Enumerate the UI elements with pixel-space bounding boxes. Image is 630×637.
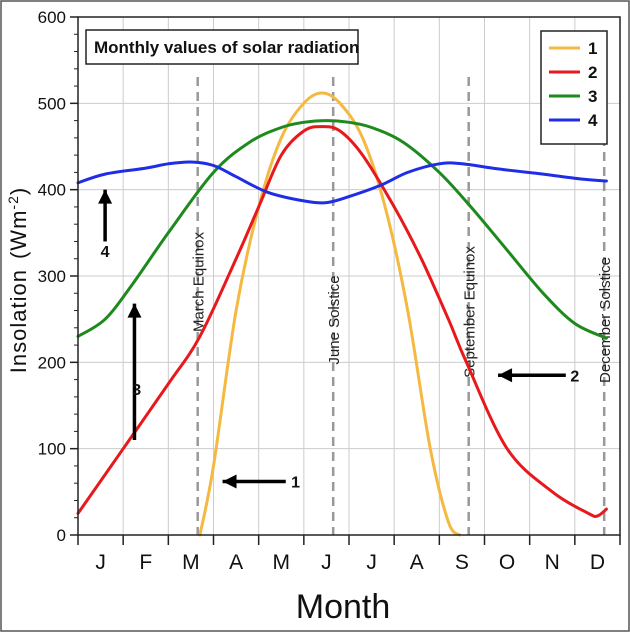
series-line-3 [76,119,608,340]
reference-line-label: June Solstice [326,275,343,364]
legend-label-3: 3 [588,87,597,106]
y-axis-label-unit: (Wm [6,210,31,259]
reference-line-label: September Equinox [462,246,479,378]
reference-lines: March Equinox June Solstice September Equi… [191,77,614,535]
legend-label-2: 2 [588,63,597,82]
y-axis-label: Insolation (Wm-2) [5,187,31,373]
x-month-label: J [321,551,332,574]
x-month-label: D [590,551,605,574]
legend-label-1: 1 [588,39,597,58]
annotations: 1 2 3 4 [98,189,579,491]
x-month-label: S [455,551,469,574]
reference-line-label: December Solstice [597,257,614,383]
annotation-arrow-head [222,474,237,489]
legend: 1 2 3 4 [540,30,608,145]
x-axis-label: Month [296,588,391,626]
series-line-2 [76,125,608,519]
x-month-label: J [366,551,377,574]
y-tick-label: 600 [38,8,66,27]
y-axis-label-unit-exponent: -2 [5,195,21,209]
x-month-label: F [139,551,152,574]
annotation-arrow-head [98,189,113,204]
x-month-label: A [229,551,243,574]
annotation-arrow-head [498,368,513,383]
y-axis-label-name: Insolation [6,269,31,373]
chart-title-box [85,29,359,65]
y-tick-label: 100 [38,440,66,459]
y-tick-label: 500 [38,94,66,113]
series-lines [76,91,608,537]
series-line-4 [76,160,608,205]
x-month-label: M [273,551,291,574]
annotation-label-1: 1 [291,474,300,491]
annotation-label-2: 2 [570,368,579,385]
x-month-label: O [499,551,515,574]
y-tick-label: 200 [38,353,66,372]
annotation-label-4: 4 [101,244,110,261]
x-month-label: M [182,551,200,574]
x-month-label: N [545,551,560,574]
y-tick-label: 300 [38,267,66,286]
annotation-label-3: 3 [132,382,141,399]
y-tick-label: 400 [38,181,66,200]
y-tick-label: 0 [57,526,66,545]
legend-label-4: 4 [588,111,598,130]
reference-line-label: March Equinox [191,231,208,332]
x-month-label: A [410,551,424,574]
x-month-label: J [95,551,106,574]
y-axis: 0 100 200 300 400 500 600 [38,8,78,545]
series-line-1 [198,91,462,537]
annotation-arrow-head [127,303,142,318]
y-axis-label-unit-close: ) [6,187,31,195]
legend-box [540,30,608,145]
chart-title: Monthly values of solar radiation [94,38,359,57]
